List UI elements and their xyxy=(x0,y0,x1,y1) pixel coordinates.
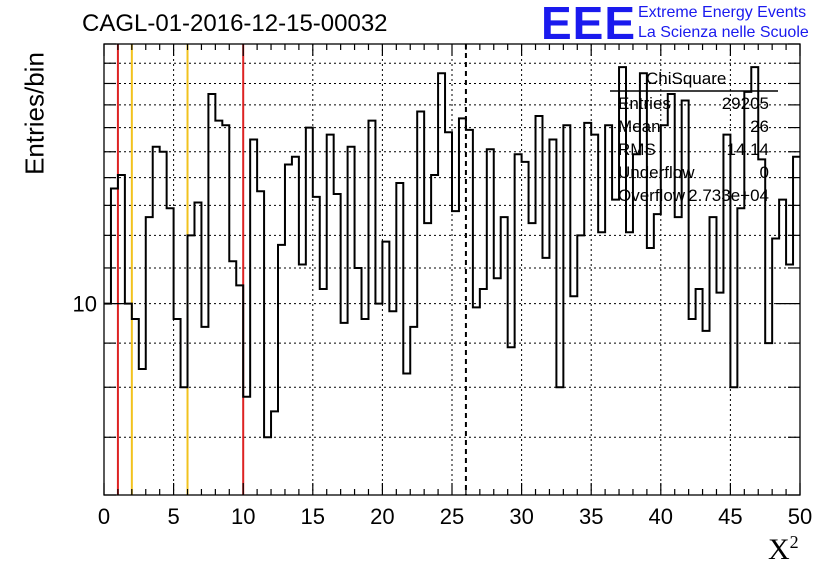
logo-mark: EEE xyxy=(541,0,637,49)
stats-row-value: 26 xyxy=(750,117,769,136)
stats-row-label: RMS xyxy=(618,140,656,159)
stats-row-value: 2.733e+04 xyxy=(688,186,769,205)
stats-row-label: Mean xyxy=(618,117,661,136)
x-tick-label: 30 xyxy=(509,504,533,529)
x-tick-label: 45 xyxy=(718,504,742,529)
stats-row-label: Underflow xyxy=(618,163,695,182)
x-tick-label: 25 xyxy=(440,504,464,529)
x-axis-label-sup: 2 xyxy=(789,532,799,552)
y-axis-ticks: 10 xyxy=(73,43,800,496)
x-tick-label: 35 xyxy=(579,504,603,529)
x-tick-label: 50 xyxy=(788,504,812,529)
x-tick-label: 15 xyxy=(301,504,325,529)
logo-line1: Extreme Energy Events xyxy=(638,4,807,21)
y-tick-label: 10 xyxy=(73,292,97,317)
x-tick-label: 40 xyxy=(649,504,673,529)
x-tick-label: 5 xyxy=(167,504,179,529)
x-tick-label: 10 xyxy=(231,504,255,529)
x-tick-label: 0 xyxy=(98,504,110,529)
logo-line2: La Scienza nelle Scuole xyxy=(638,24,809,41)
x-axis-ticks: 0 5 10 15 20 25 30 35 40 45 50 xyxy=(98,44,812,529)
chart-title: CAGL-01-2016-12-15-00032 xyxy=(82,10,388,37)
vertical-markers xyxy=(116,44,467,495)
x-axis-label-base: X xyxy=(768,533,790,566)
stats-row-value: 29205 xyxy=(721,94,769,113)
stats-row-label: Entries xyxy=(618,94,671,113)
x-axis-label: X2 xyxy=(768,532,799,567)
grid-lines xyxy=(104,44,800,495)
stats-row-value: 14.14 xyxy=(726,140,769,159)
stats-row-label: Overflow xyxy=(618,186,686,205)
histogram-line xyxy=(104,66,800,439)
x-tick-label: 20 xyxy=(370,504,394,529)
y-axis-label: Entries/bin xyxy=(19,52,50,175)
stats-title: ChiSquare xyxy=(646,69,727,88)
stats-row-value: 0 xyxy=(759,163,769,182)
